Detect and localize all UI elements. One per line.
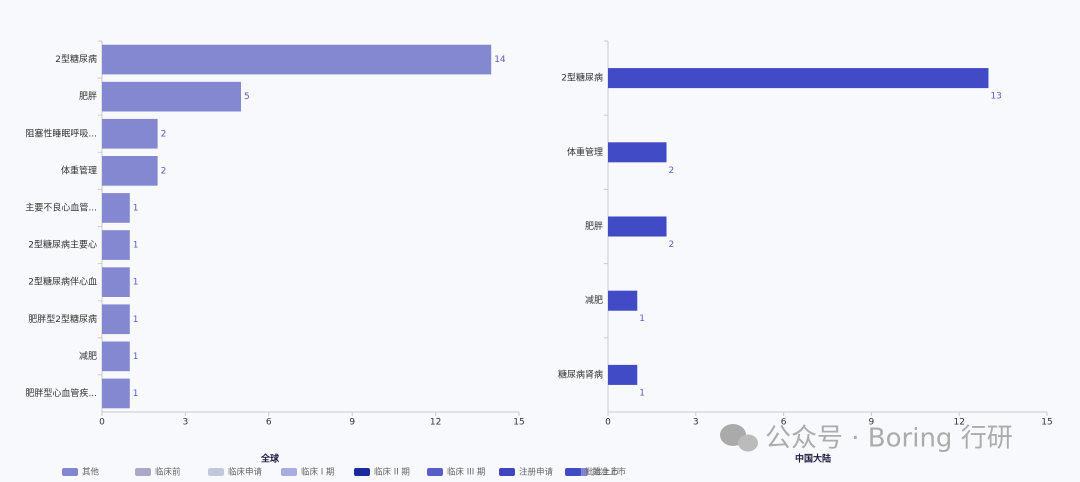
bar	[102, 304, 130, 335]
legend-swatch	[135, 468, 151, 476]
y-tick-label: 阻塞性睡眠呼吸...	[25, 127, 97, 139]
bar	[608, 68, 989, 89]
bar	[102, 118, 158, 149]
bar	[102, 81, 241, 112]
legend-label: 其他	[82, 467, 100, 478]
x-tick-label: 12	[430, 418, 441, 428]
legend-label: 临床 III 期	[447, 467, 485, 478]
y-tick-label: 主要不良心血管...	[25, 201, 97, 213]
watermark-icon	[720, 424, 758, 452]
value-label: 1	[133, 241, 139, 251]
value-label: 1	[133, 315, 139, 325]
legend-label: 临床前	[155, 467, 181, 478]
x-tick-label: 6	[781, 418, 787, 428]
y-tick-label: 体重管理	[61, 164, 97, 176]
legend-label: 批准上市	[592, 467, 627, 478]
legend-swatch	[62, 468, 78, 476]
value-label: 13	[990, 92, 1001, 102]
value-label: 1	[133, 389, 139, 399]
value-label: 2	[161, 129, 167, 139]
legend-swatch	[281, 468, 297, 476]
bar	[608, 364, 638, 385]
x-tick-label: 6	[266, 418, 272, 428]
legend-swatch	[565, 468, 581, 476]
x-tick-label: 15	[513, 418, 524, 428]
chart-title: 中国大陆	[795, 453, 831, 465]
bar	[608, 290, 638, 311]
y-tick-label: 减肥	[585, 294, 603, 306]
y-tick-label: 肥胖	[79, 91, 97, 102]
y-tick-label: 肥胖型2型糖尿病	[28, 313, 97, 325]
value-label: 1	[639, 388, 645, 398]
x-tick-label: 9	[869, 418, 875, 428]
value-label: 2	[669, 166, 675, 176]
bar	[102, 156, 158, 186]
x-tick-label: 12	[953, 418, 964, 428]
y-tick-label: 2型糖尿病主要心	[28, 239, 97, 251]
legend-swatch	[208, 468, 224, 476]
y-tick-label: 糖尿病肾病	[558, 368, 603, 380]
bar	[102, 193, 130, 223]
value-label: 1	[133, 203, 139, 213]
legend-swatch	[427, 468, 443, 476]
legend-label: 注册申请	[519, 467, 554, 478]
value-label: 1	[133, 352, 139, 362]
y-tick-label: 减肥	[79, 350, 97, 362]
y-tick-label: 体重管理	[567, 146, 603, 158]
value-label: 1	[133, 278, 139, 288]
legend-label: 临床 II 期	[374, 467, 410, 478]
x-tick-label: 3	[693, 418, 699, 428]
bar	[102, 378, 130, 409]
value-label: 5	[244, 92, 250, 102]
x-tick-label: 0	[605, 418, 611, 428]
bar	[102, 230, 130, 260]
y-tick-label: 2型糖尿病	[561, 72, 603, 84]
value-label: 2	[161, 166, 167, 176]
bar	[102, 44, 492, 75]
legend-label: 临床申请	[228, 467, 263, 478]
chart-title: 全球	[260, 453, 280, 465]
legend-label: 批准上市	[585, 467, 620, 478]
legend-label: 临床 I 期	[301, 467, 334, 478]
legend-swatch	[499, 468, 515, 476]
x-tick-label: 9	[349, 418, 355, 428]
y-tick-label: 肥胖型心血管疾...	[25, 387, 97, 399]
x-tick-label: 3	[183, 418, 189, 428]
value-label: 14	[494, 55, 506, 65]
watermark: 公众号 · Boring 行研	[765, 424, 1013, 454]
bar	[102, 341, 130, 372]
legend-swatch	[354, 468, 370, 476]
value-label: 1	[639, 314, 645, 324]
bar	[608, 216, 667, 237]
bar	[608, 142, 667, 163]
y-tick-label: 肥胖	[585, 221, 603, 232]
x-tick-label: 15	[1041, 418, 1052, 428]
value-label: 2	[669, 240, 675, 250]
y-tick-label: 2型糖尿病伴心血	[28, 276, 97, 288]
x-tick-label: 0	[99, 418, 105, 428]
bar	[102, 267, 130, 297]
y-tick-label: 2型糖尿病	[55, 53, 97, 65]
